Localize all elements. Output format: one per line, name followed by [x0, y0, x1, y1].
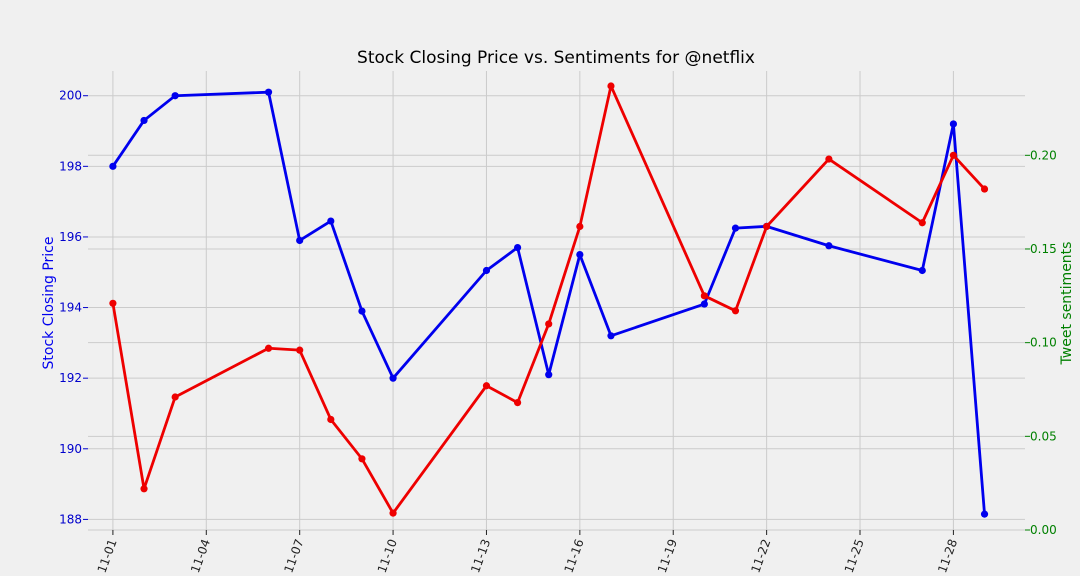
series-point-left — [825, 242, 833, 250]
x-tick-label: 11-28 — [935, 537, 960, 575]
series-point-right — [763, 222, 771, 231]
series-point-left — [171, 92, 179, 100]
series-point-right — [171, 393, 179, 401]
series-point-right — [109, 299, 117, 307]
series-point-right — [576, 222, 584, 231]
series-point-left — [264, 88, 273, 96]
series-point-left — [327, 217, 335, 225]
series-point-right — [264, 344, 273, 352]
chart-title: Stock Closing Price vs. Sentiments for @… — [357, 48, 755, 68]
x-tick-label: 11-16 — [562, 537, 587, 575]
series-point-right — [513, 399, 522, 407]
series-point-right — [140, 485, 148, 493]
series-point-right — [607, 82, 615, 90]
x-tick-label: 11-10 — [375, 537, 400, 575]
series-point-left — [700, 300, 708, 308]
y-left-tick-label: 194 — [59, 301, 82, 315]
series-point-left — [980, 510, 989, 518]
series-point-left — [140, 116, 148, 125]
series-layer — [109, 82, 989, 518]
axes: 11-01 11-04 11-07 11-10 11-13 11-16 11-19 11-22… — [59, 89, 1057, 575]
y-right-tick-label: 0.20 — [1030, 148, 1057, 162]
x-tick-label: 11-25 — [842, 537, 867, 575]
series-point-right — [545, 320, 553, 328]
x-tick-label: 11-22 — [748, 537, 773, 575]
series-point-left — [296, 236, 304, 245]
y-left-tick-label: 192 — [59, 371, 82, 385]
grid — [88, 71, 1025, 531]
y-left-tick-label: 198 — [59, 159, 82, 173]
series-point-right — [389, 509, 397, 517]
series-point-right — [825, 155, 833, 163]
y-left-tick-label: 190 — [59, 442, 82, 456]
y-axis-left-label: Stock Closing Price — [41, 237, 57, 370]
series-point-right — [327, 415, 335, 424]
y-left-tick-label: 196 — [59, 230, 82, 244]
y-left-tick-label: 188 — [59, 512, 82, 526]
series-point-right — [700, 292, 708, 300]
x-tick-label: 11-04 — [188, 537, 213, 575]
series-point-left — [109, 162, 117, 170]
y-right-tick-label: 0.10 — [1030, 336, 1057, 350]
series-point-left — [918, 266, 926, 275]
series-point-right — [918, 219, 926, 227]
series-point-left — [389, 374, 397, 382]
series-point-right — [731, 307, 740, 315]
y-right-tick-label: 0.15 — [1030, 242, 1057, 256]
series-point-left — [607, 332, 615, 340]
y-right-tick-label: 0.05 — [1030, 429, 1057, 443]
x-tick-label: 11-19 — [655, 537, 680, 575]
series-point-right — [358, 455, 366, 463]
series-point-left — [576, 251, 584, 259]
y-right-tick-label: 0.00 — [1030, 523, 1057, 537]
series-point-left — [358, 307, 366, 315]
series-point-left — [482, 266, 491, 275]
series-point-left — [545, 371, 553, 379]
series-point-right — [949, 151, 958, 159]
series-line-left — [111, 90, 986, 515]
series-point-right — [980, 185, 989, 193]
series-point-right — [482, 382, 491, 390]
series-point-right — [296, 346, 304, 354]
x-tick-label: 11-13 — [468, 537, 493, 575]
series-point-left — [731, 224, 740, 232]
y-left-tick-label: 200 — [59, 89, 82, 103]
series-line-right — [111, 84, 986, 515]
x-tick-label: 11-07 — [281, 537, 306, 575]
x-tick-label: 11-01 — [95, 537, 120, 575]
y-axis-right-label: Tweet sentiments — [1059, 242, 1075, 366]
series-point-left — [949, 120, 958, 128]
series-point-left — [513, 243, 522, 252]
